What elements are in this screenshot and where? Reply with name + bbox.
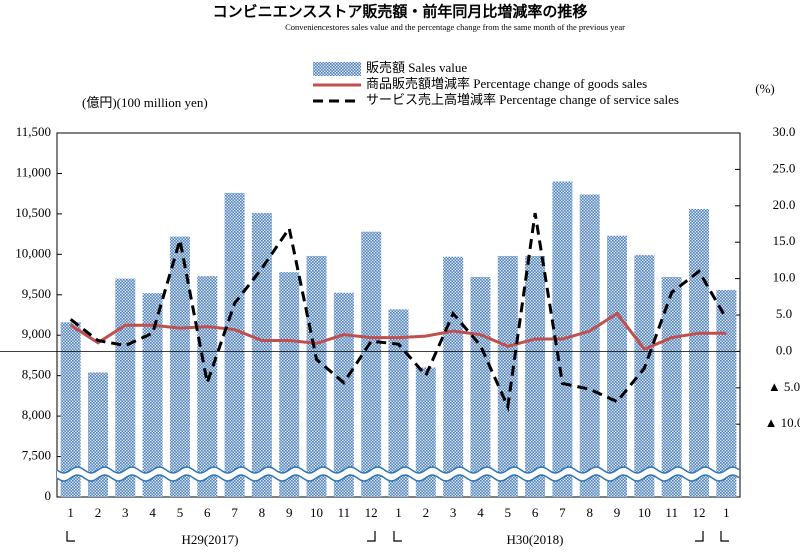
x-tick-label: 12	[693, 505, 706, 520]
chart-title: コンビニエンスストア販売額・前年同月比増減率の推移	[213, 3, 588, 21]
bar	[443, 256, 464, 497]
bar	[607, 235, 628, 497]
bar	[142, 293, 163, 497]
y2-tick-label: 20.0	[773, 197, 796, 212]
bar	[388, 309, 409, 497]
y-tick-label: 11,500	[16, 124, 51, 139]
y-tick-label: 0	[45, 488, 52, 503]
group-label: H30(2018)	[506, 532, 563, 547]
bracket	[393, 531, 402, 542]
y2-tick-label: 0.0	[776, 342, 792, 357]
x-tick-label: 6	[204, 505, 211, 520]
y2-tick-label: 15.0	[773, 233, 796, 248]
axis-break	[56, 474, 740, 482]
y2-tick-label: 10.0	[773, 270, 796, 285]
bar	[579, 194, 600, 497]
bar	[497, 255, 518, 497]
legend-label: 商品販売額増減率 Percentage change of goods sale…	[366, 76, 647, 91]
x-tick-label: 1	[395, 505, 402, 520]
x-tick-label: 7	[231, 505, 238, 520]
bracket	[695, 531, 704, 542]
bar	[115, 278, 136, 497]
bar	[470, 276, 491, 497]
bar	[60, 322, 81, 497]
x-tick-label: 1	[723, 505, 730, 520]
y-tick-label: 9,000	[22, 326, 51, 341]
series-line	[69, 212, 728, 413]
x-tick-label: 5	[177, 505, 184, 520]
x-tick-label: 2	[95, 505, 102, 520]
bar	[169, 236, 190, 497]
legend-label: 販売額 Sales value	[366, 60, 467, 75]
y2-tick-label: 5.0	[776, 306, 792, 321]
y-tick-label: 9,500	[22, 286, 51, 301]
series-line	[69, 311, 727, 352]
x-tick-label: 12	[365, 505, 378, 520]
bracket	[66, 531, 75, 542]
x-tick-label: 3	[122, 505, 129, 520]
axis-break-fill	[57, 467, 739, 481]
x-tick-label: 7	[559, 505, 566, 520]
y2-tick-label: ▲ 5.0	[768, 379, 800, 394]
y2-tick-label: ▲ 10.0	[765, 415, 800, 430]
x-tick-label: 3	[450, 505, 457, 520]
x-tick-label: 10	[310, 505, 323, 520]
x-tick-label: 2	[423, 505, 430, 520]
y-tick-label: 7,500	[22, 448, 51, 463]
bar	[689, 209, 710, 497]
x-tick-label: 9	[614, 505, 621, 520]
y-tick-label: 8,000	[22, 407, 51, 422]
x-tick-label: 11	[665, 505, 678, 520]
y-tick-label: 8,500	[22, 367, 51, 382]
x-tick-label: 5	[505, 505, 512, 520]
x-tick-label: 1	[67, 505, 74, 520]
y2-tick-label: 30.0	[773, 124, 796, 139]
brackets	[66, 531, 729, 542]
group-label: H29(2017)	[181, 532, 238, 547]
y-tick-label: 11,000	[16, 164, 51, 179]
x-tick-label: 10	[638, 505, 651, 520]
axis-break	[56, 466, 740, 474]
x-tick-label: 8	[259, 505, 266, 520]
x-tick-label: 9	[286, 505, 293, 520]
bar	[415, 367, 436, 497]
y-tick-label: 10,500	[15, 205, 51, 220]
bar	[224, 192, 245, 497]
bracket	[367, 531, 376, 542]
x-tick-label: 6	[532, 505, 539, 520]
bar	[279, 272, 300, 497]
bar	[251, 213, 272, 497]
bracket	[720, 531, 729, 542]
x-tick-label: 4	[477, 505, 484, 520]
x-tick-label: 8	[586, 505, 593, 520]
bar	[716, 289, 737, 497]
bar	[661, 276, 682, 497]
bar	[197, 276, 218, 497]
y2-axis-label: (%)	[755, 81, 775, 96]
legend-label: サービス売上高増減率 Percentage change of service …	[366, 92, 679, 107]
bar	[525, 255, 546, 497]
x-tick-label: 11	[338, 505, 351, 520]
chart-subtitle: Conveniencestores sales value and the pe…	[285, 22, 625, 32]
bar	[634, 255, 655, 497]
y-tick-label: 10,000	[15, 245, 51, 260]
bar	[361, 231, 382, 497]
bar	[87, 372, 108, 497]
bar	[306, 255, 327, 497]
bar	[333, 292, 354, 497]
y-axis-label: (億円)(100 million yen)	[82, 95, 208, 110]
legend-swatch	[313, 62, 361, 76]
y2-tick-label: 25.0	[773, 160, 796, 175]
x-tick-label: 4	[149, 505, 156, 520]
